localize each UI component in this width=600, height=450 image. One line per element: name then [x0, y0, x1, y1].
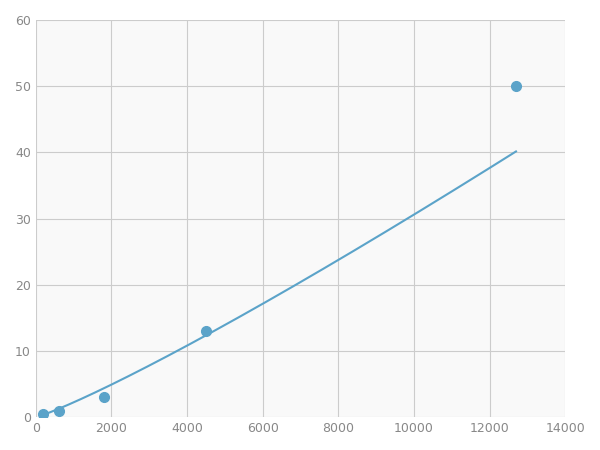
- Point: [54, 407, 64, 414]
- Point: [511, 83, 521, 90]
- Point: [201, 328, 211, 335]
- Point: [38, 410, 48, 418]
- Point: [99, 394, 109, 401]
